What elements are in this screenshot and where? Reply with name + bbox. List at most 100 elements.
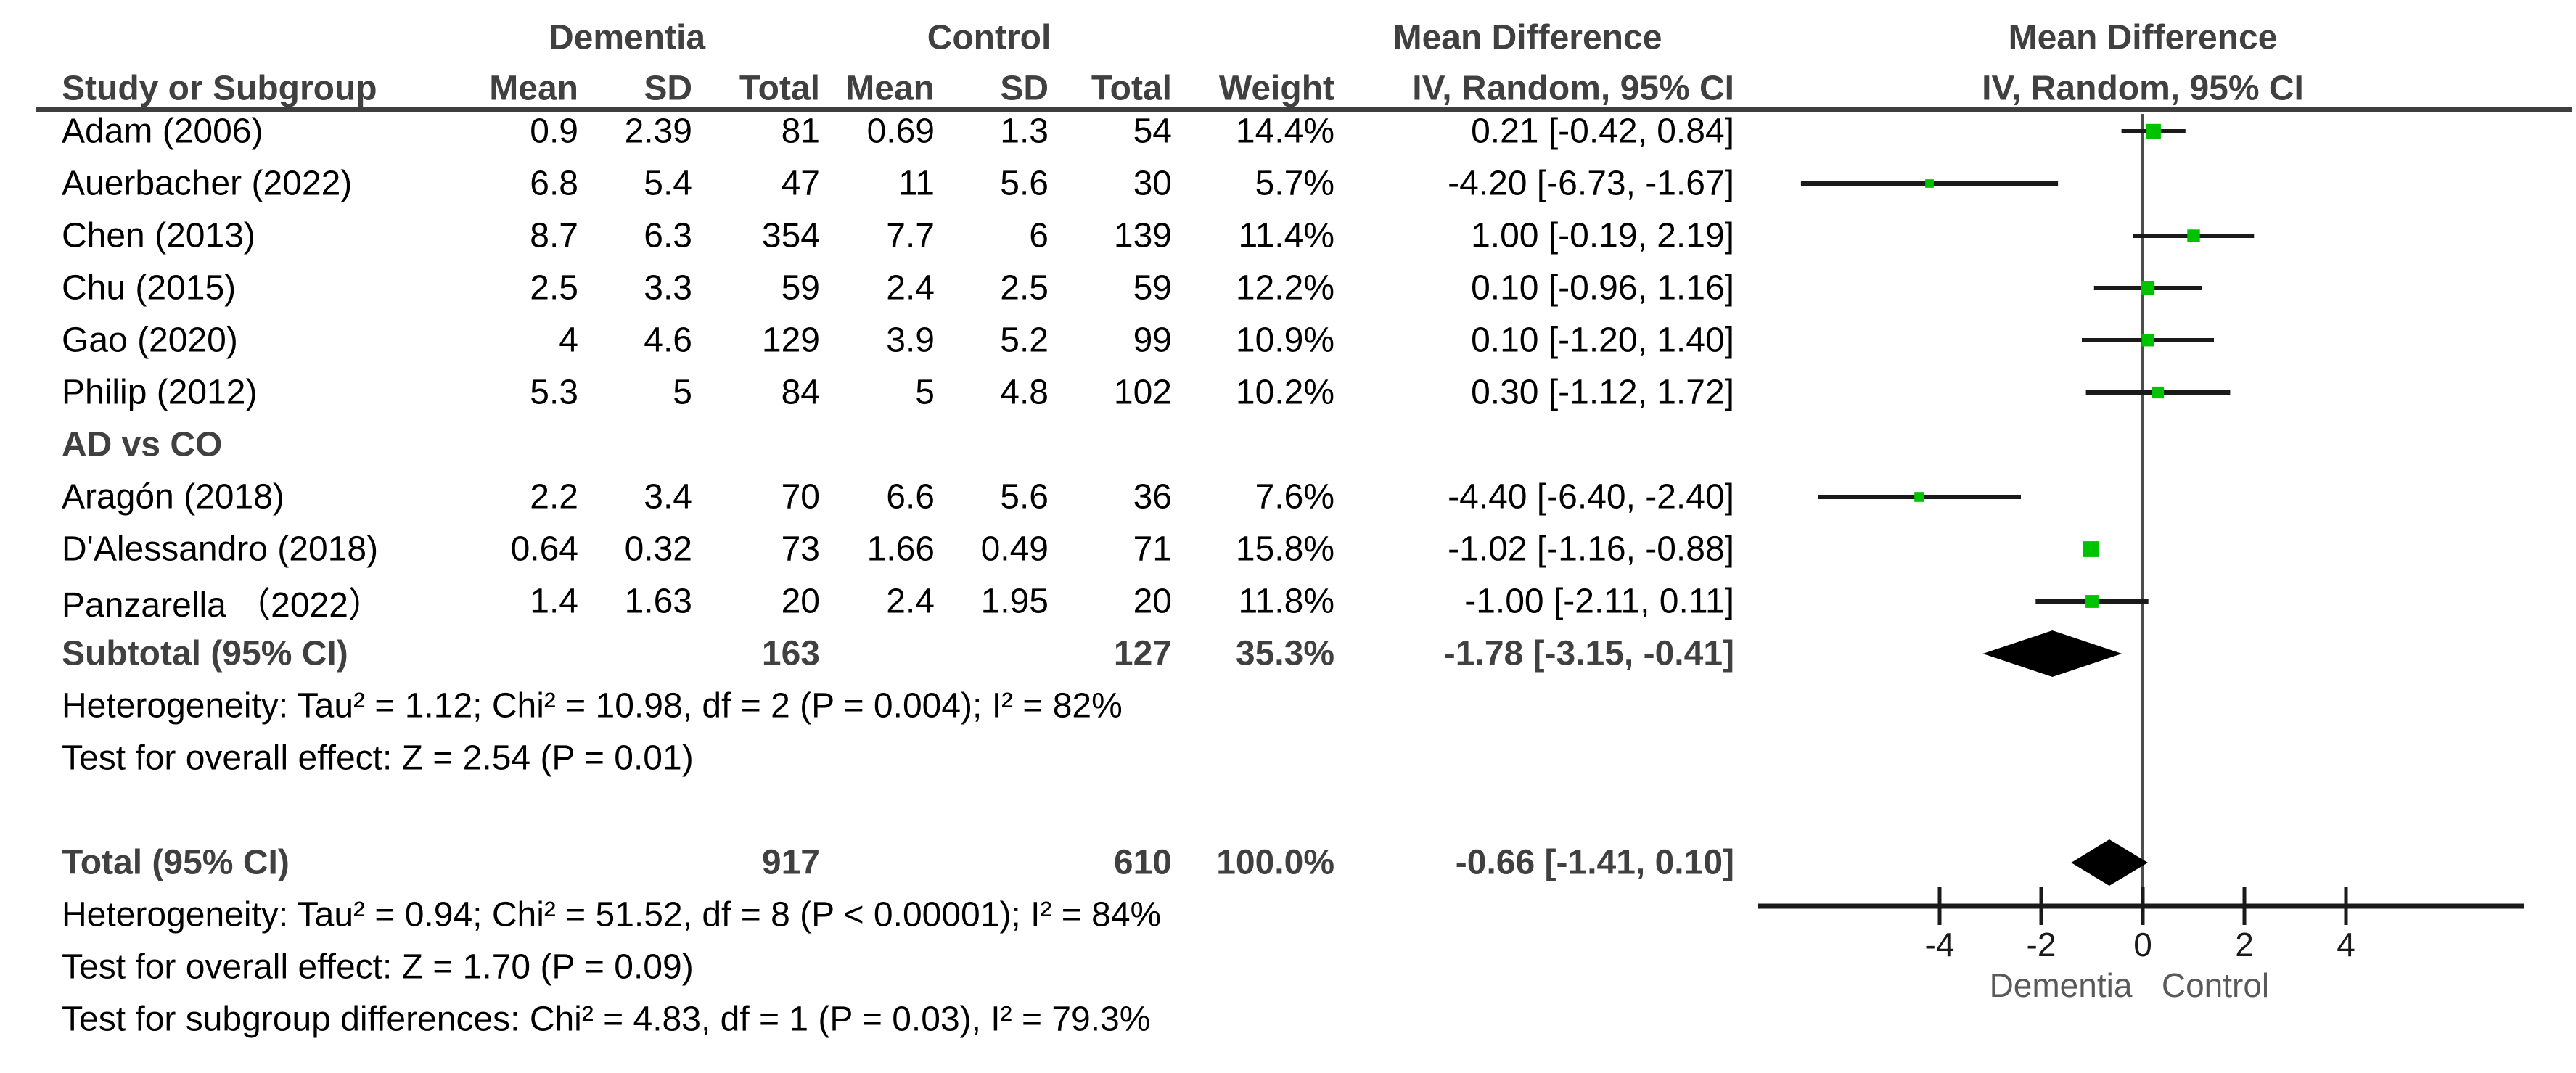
table-cell: 1.63 [624,582,692,621]
table-cell: 2.4 [886,582,935,621]
table-cell: 6.3 [644,216,692,255]
table-cell: 20 [781,582,820,621]
table-cell: 3.4 [644,477,692,517]
axis-label-favours-dementia: Dementia [1990,966,2133,1004]
study-label: Auerbacher (2022) [62,164,353,203]
axis-tick-label: -4 [1925,926,1955,963]
column-header-mean-difference-plot: Mean Difference [2008,18,2278,57]
footnote-line: Test for overall effect: Z = 1.70 (P = 0… [62,947,694,987]
table-cell: 35.3% [1235,634,1334,673]
column-header-dementia-mean: Mean [489,69,578,108]
study-label: Aragón (2018) [62,477,284,517]
effect-square [2187,229,2200,242]
table-cell: 99 [1133,321,1172,360]
table-cell: 8.7 [530,216,578,255]
table-cell: 1.95 [980,582,1049,621]
column-header-dementia-total: Total [739,69,820,108]
table-cell: 0.49 [980,530,1049,569]
table-cell: 2.5 [530,268,578,308]
table-cell: 36 [1133,477,1172,517]
table-cell: 139 [1113,216,1172,255]
table-cell: 14.4% [1235,112,1334,151]
column-group-header-dementia: Dementia [548,18,706,57]
axis-tick-label: 4 [2337,926,2355,963]
table-cell: 73 [781,530,820,569]
table-cell: 5.4 [644,164,692,203]
column-header-study-or-subgroup: Study or Subgroup [62,69,377,108]
table-cell: 0.30 [-1.12, 1.72] [1471,373,1734,412]
study-label: Chen (2013) [62,216,255,255]
column-header-iv-random-text: IV, Random, 95% CI [1412,69,1734,108]
table-cell: 6.6 [886,477,935,517]
table-cell: -4.20 [-6.73, -1.67] [1448,164,1734,203]
table-cell: 5.3 [530,373,578,412]
table-cell: 84 [781,373,820,412]
effect-square [2146,123,2161,139]
subgroup-label: AD vs CO [62,425,223,464]
table-cell: 917 [761,843,820,882]
effect-square [2085,595,2099,608]
effect-square [2152,386,2165,399]
table-cell: 10.2% [1235,373,1334,412]
study-label: Adam (2006) [62,112,263,151]
table-cell: 5 [673,373,692,412]
table-cell: 0.21 [-0.42, 0.84] [1471,112,1734,151]
summary-label: Subtotal (95% CI) [62,634,348,673]
effect-square [1914,492,1924,502]
column-header-iv-random-plot: IV, Random, 95% CI [1982,69,2304,108]
footnote-line: Test for overall effect: Z = 2.54 (P = 0… [62,739,694,778]
axis-label-favours-control: Control [2162,966,2269,1004]
effect-square [2141,281,2155,295]
table-cell: -0.66 [-1.41, 0.10] [1455,843,1734,882]
table-cell: 3.9 [886,321,935,360]
footnote-line: Heterogeneity: Tau² = 1.12; Chi² = 10.98… [62,686,1123,725]
table-cell: 1.4 [530,582,578,621]
table-cell: 5.2 [1000,321,1049,360]
table-cell: 0.9 [530,112,578,151]
table-cell: -1.78 [-3.15, -0.41] [1443,634,1734,673]
table-cell: 0.64 [510,530,578,569]
table-cell: 6.8 [530,164,578,203]
table-cell: 1.3 [1000,112,1049,151]
table-cell: 30 [1133,164,1172,203]
table-cell: 102 [1113,373,1172,412]
study-label: Panzarella （2022） [62,586,383,625]
table-cell: 59 [1133,268,1172,308]
summary-diamond [1982,630,2122,677]
table-cell: 11.8% [1238,582,1334,621]
table-cell: 5.6 [1000,164,1049,203]
table-cell: 2.2 [530,477,578,517]
table-cell: 2.39 [624,112,692,151]
effect-square [2083,541,2099,557]
column-header-mean-difference-text: Mean Difference [1392,18,1662,57]
table-cell: 59 [781,268,820,308]
column-header-weight: Weight [1218,69,1334,108]
table-cell: 163 [761,634,820,673]
table-cell: 6 [1029,216,1049,255]
table-cell: 71 [1133,530,1172,569]
table-cell: -4.40 [-6.40, -2.40] [1448,477,1734,517]
column-header-control-mean: Mean [845,69,935,108]
table-cell: 54 [1133,112,1172,151]
table-cell: 610 [1113,843,1172,882]
table-cell: 11 [898,164,935,203]
summary-label: Total (95% CI) [62,843,290,882]
table-cell: 354 [761,216,820,255]
study-label: Gao (2020) [62,321,238,360]
table-cell: 12.2% [1235,268,1334,308]
column-header-control-total: Total [1091,69,1172,108]
footnote-line: Test for subgroup differences: Chi² = 4.… [62,1000,1151,1039]
table-cell: 0.10 [-0.96, 1.16] [1471,268,1734,308]
header-divider-rule [36,107,2572,112]
table-cell: 0.32 [624,530,692,569]
study-label: Philip (2012) [62,373,258,412]
table-cell: 5.7% [1255,164,1334,203]
table-cell: 5 [915,373,935,412]
table-cell: 4.6 [644,321,692,360]
table-cell: 1.66 [866,530,935,569]
study-label: D'Alessandro (2018) [62,530,379,569]
table-cell: 10.9% [1235,321,1334,360]
table-cell: 70 [781,477,820,517]
table-cell: 4.8 [1000,373,1049,412]
